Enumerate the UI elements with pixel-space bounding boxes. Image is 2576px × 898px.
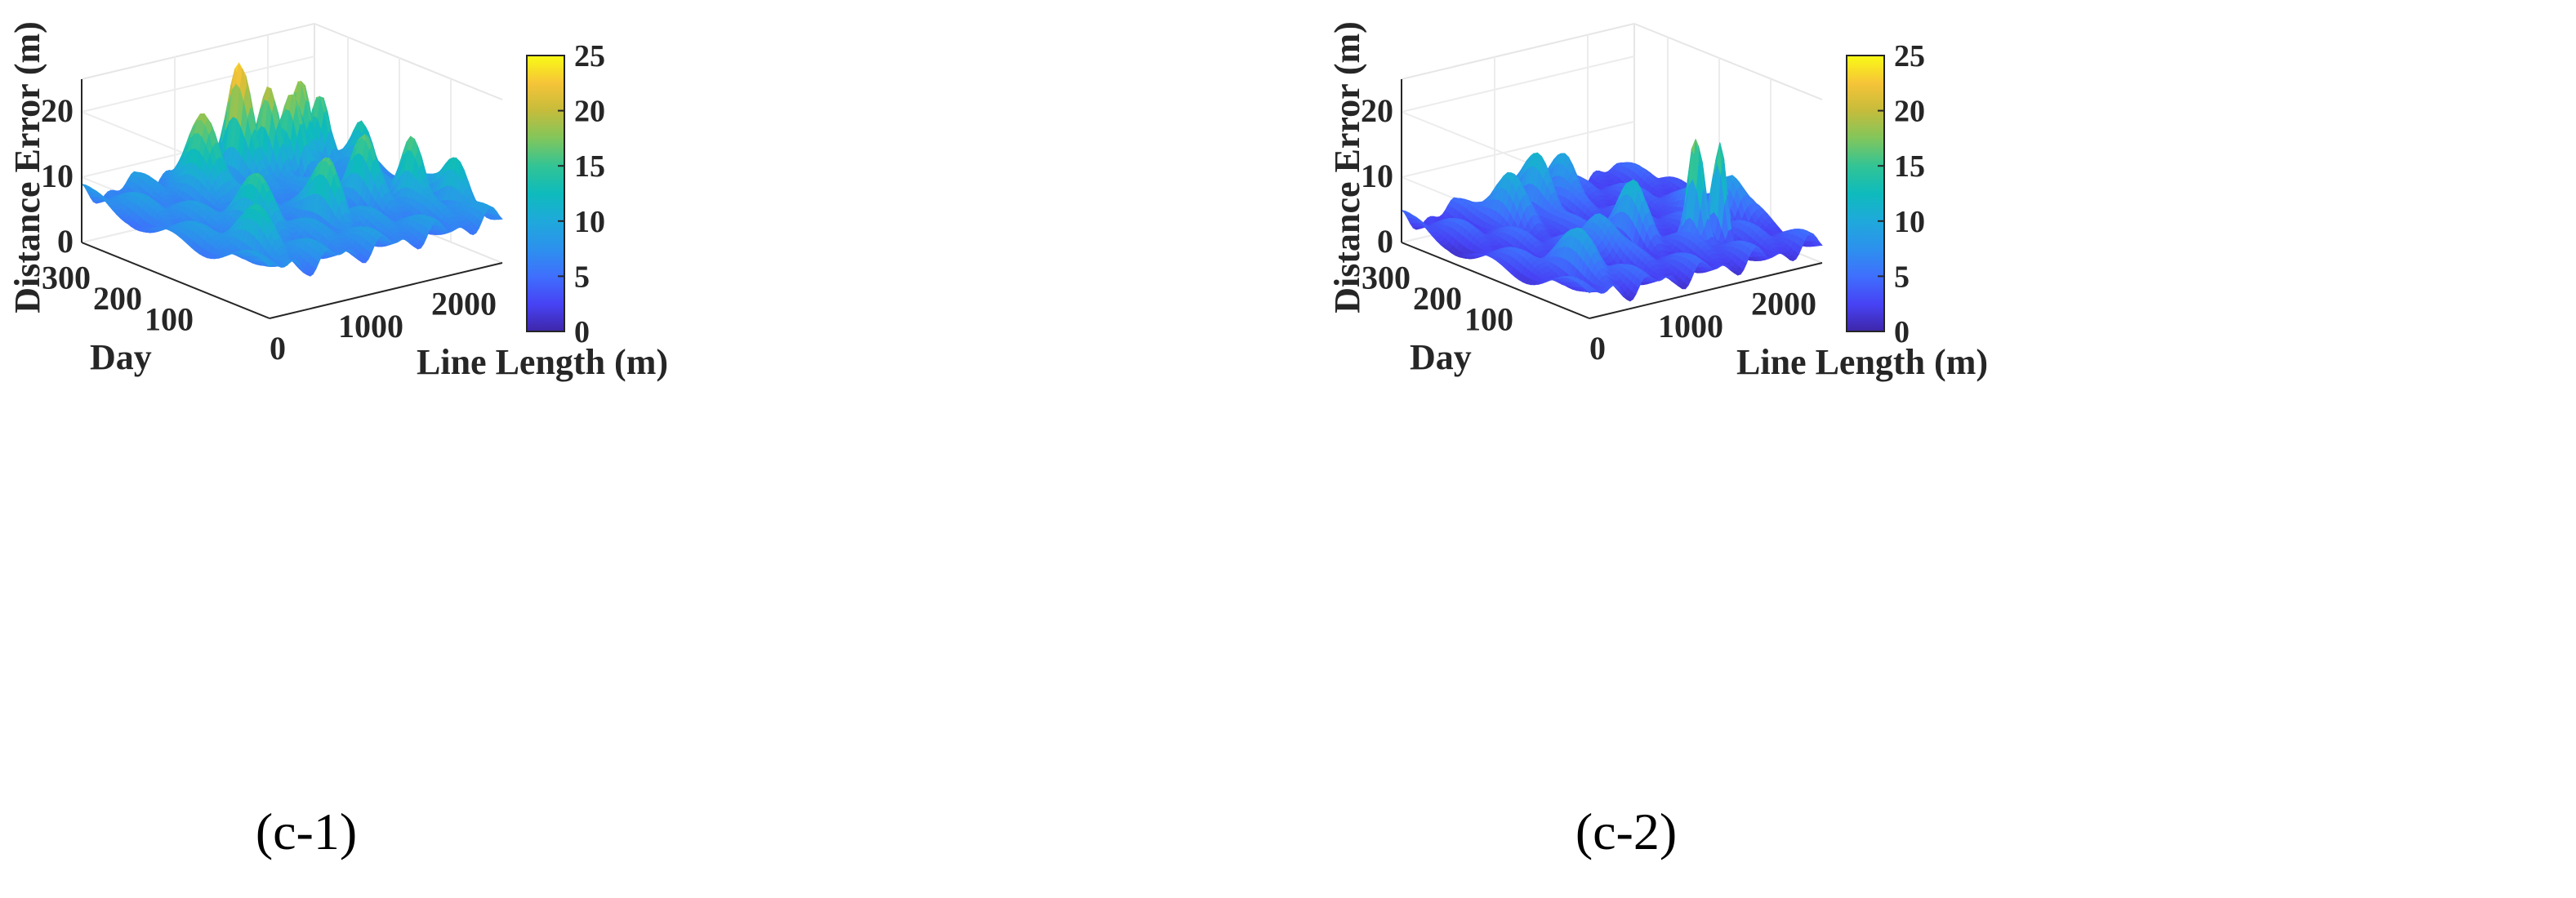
z-tick-label: 10 [1361,158,1393,194]
surface-plot [1400,138,1823,302]
y-tick-label: 300 [42,260,91,296]
axis-lines [81,79,503,319]
x-tick-label: 0 [1589,330,1606,367]
y-tick-label: 100 [145,301,194,338]
y-tick-label: 200 [1413,280,1462,317]
z-tick-label: 10 [41,158,74,194]
colorbar-tick-label: 10 [1894,205,1925,239]
z-tick-label: 20 [41,92,74,129]
y-axis-label: Day [1410,337,1472,377]
x-tick-label: 2000 [1751,286,1816,322]
y-tick-label: 200 [93,280,142,317]
x-tick-label: 2000 [431,286,497,322]
colorbar: 0 5 10 15 20 25 [1846,39,1925,349]
panel-caption: (c-2) [1575,802,1677,860]
colorbar-tick-label: 5 [1894,260,1910,294]
colorbar-tick-label: 10 [574,205,605,239]
x-axis-label: Line Length (m) [1736,342,1988,382]
colorbar-tick-label: 25 [574,39,605,73]
colorbar-tick-label: 20 [1894,95,1925,129]
colorbar-tick-label: 0 [1894,315,1910,349]
y-axis-label: Day [90,337,152,377]
x-tick-label: 1000 [1658,308,1723,345]
z-tick-label: 0 [1377,223,1393,260]
colorbar-tick-label: 25 [1894,39,1925,73]
z-tick-label: 0 [57,223,74,260]
colorbar-tick-label: 20 [574,95,605,129]
colorbar-tick-label: 0 [574,315,590,349]
colorbar-tick-label: 15 [574,149,605,184]
axis-lines [1401,79,1823,319]
x-axis-label: Line Length (m) [417,342,668,382]
surface-plot [80,62,503,277]
y-tick-label: 300 [1362,260,1411,296]
z-tick-label: 20 [1361,92,1393,129]
colorbar-tick-label: 5 [574,260,590,294]
x-tick-label: 1000 [338,308,403,345]
panel-caption: (c-1) [256,802,357,860]
colorbar: 0 5 10 15 20 25 [526,39,605,349]
y-tick-label: 100 [1464,301,1513,338]
z-axis-label: Distance Error (m) [7,21,47,313]
x-tick-label: 0 [270,330,286,367]
z-axis-label: Distance Error (m) [1327,21,1367,313]
colorbar-tick-label: 15 [1894,149,1925,184]
